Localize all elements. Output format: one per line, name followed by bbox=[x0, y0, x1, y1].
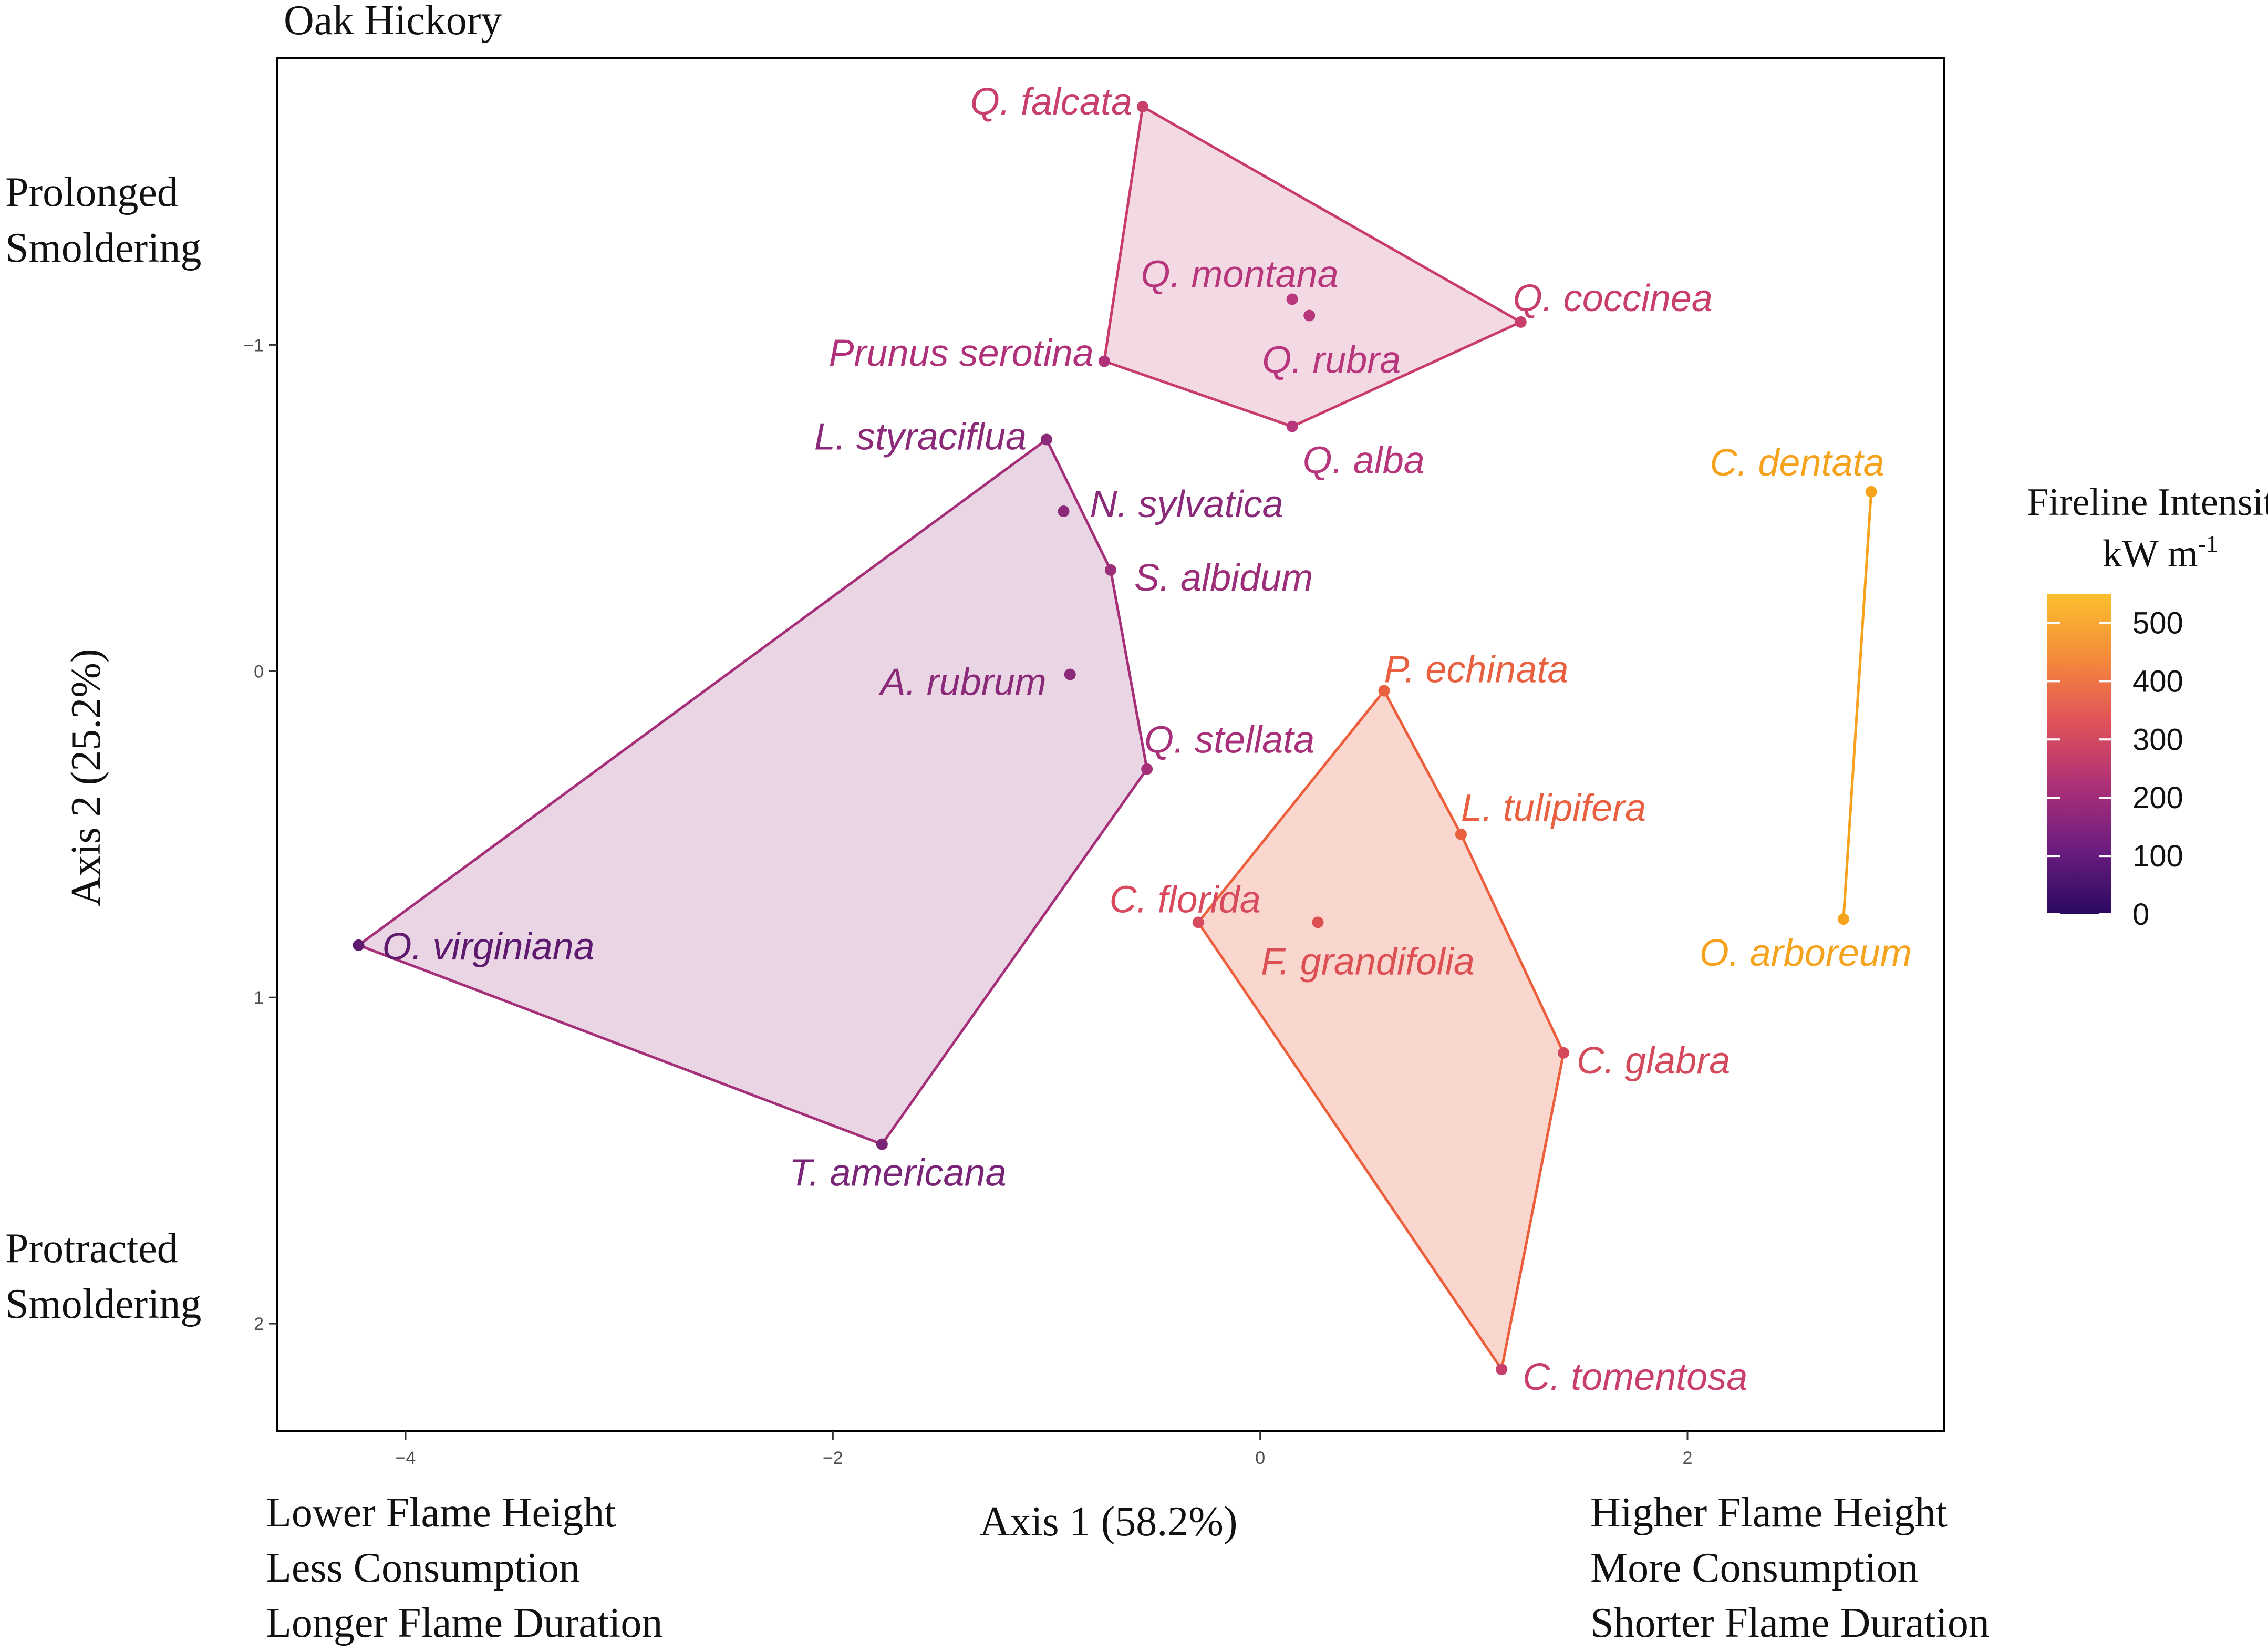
point-label-n-sylvatica: N. sylvatica bbox=[1090, 483, 1283, 525]
point-t-americana bbox=[876, 1138, 888, 1150]
legend-tick-label: 200 bbox=[2132, 781, 2183, 815]
point-label-s-albidum: S. albidum bbox=[1134, 557, 1313, 599]
point-label-q-montana: Q. montana bbox=[1141, 253, 1339, 295]
point-o-virginiana bbox=[353, 939, 365, 951]
point-label-o-arboreum: O. arboreum bbox=[1700, 932, 1912, 974]
legend-title-sup: -1 bbox=[2198, 530, 2218, 557]
x-annotation-left-line3: Longer Flame Duration bbox=[266, 1600, 662, 1646]
point-label-f-grandifolia: F. grandifolia bbox=[1261, 941, 1475, 983]
point-q-falcata bbox=[1137, 101, 1148, 113]
chart-title: Oak Hickory bbox=[284, 0, 502, 44]
point-label-q-falcata: Q. falcata bbox=[970, 81, 1132, 123]
point-label-a-rubrum: A. rubrum bbox=[878, 662, 1047, 704]
point-label-c-tomentosa: C. tomentosa bbox=[1523, 1356, 1747, 1398]
x-annotation-right-line3: Shorter Flame Duration bbox=[1590, 1600, 1990, 1646]
point-l-styraciflua bbox=[1041, 433, 1052, 446]
point-label-c-glabra: C. glabra bbox=[1577, 1040, 1730, 1082]
legend-tick-label: 400 bbox=[2132, 664, 2183, 698]
labels-layer: Q. falcata Q. montana Q. rubra Q. coccinea P… bbox=[382, 81, 1912, 1398]
hull-group-2 bbox=[357, 438, 1148, 1146]
point-q-stellata bbox=[1141, 763, 1153, 775]
y-annotation-top-line2: Smoldering bbox=[5, 225, 201, 271]
legend-title-line2: kW m-1 bbox=[2103, 530, 2218, 575]
point-q-coccinea bbox=[1515, 316, 1527, 328]
y-annotation-bottom-line1: Protracted bbox=[5, 1225, 178, 1272]
point-n-sylvatica bbox=[1058, 505, 1070, 518]
point-f-grandifolia bbox=[1312, 916, 1324, 928]
y-annotation-bottom-line2: Smoldering bbox=[5, 1281, 201, 1327]
legend-tick-label: 100 bbox=[2132, 839, 2183, 873]
legend-tick-label: 500 bbox=[2132, 606, 2183, 640]
point-l-tulipifera bbox=[1455, 828, 1467, 840]
point-q-rubra bbox=[1303, 309, 1316, 322]
point-p-echinata bbox=[1378, 685, 1390, 697]
y-tick-label: −1 bbox=[243, 335, 264, 355]
point-prunus-serotina bbox=[1098, 355, 1110, 367]
point-q-montana bbox=[1286, 293, 1298, 305]
point-label-q-rubra: Q. rubra bbox=[1262, 339, 1401, 381]
points-layer bbox=[353, 101, 1877, 1376]
legend-title-line1: Fireline Intensity bbox=[2027, 481, 2268, 524]
y-tick-label: 2 bbox=[254, 1314, 264, 1334]
point-label-p-echinata: P. echinata bbox=[1384, 649, 1569, 691]
point-q-alba bbox=[1286, 420, 1298, 432]
y-tick-label: 0 bbox=[254, 662, 264, 682]
point-label-c-florida: C. florida bbox=[1110, 879, 1261, 921]
x-tick-label: −2 bbox=[823, 1448, 843, 1468]
hulls-layer bbox=[357, 105, 1873, 1371]
y-annotation-top-line1: Prolonged bbox=[5, 169, 178, 215]
point-label-l-styraciflua: L. styraciflua bbox=[814, 416, 1027, 458]
point-label-l-tulipifera: L. tulipifera bbox=[1461, 787, 1646, 829]
legend-tick-label: 300 bbox=[2132, 722, 2183, 757]
x-tick-label: 2 bbox=[1683, 1448, 1693, 1468]
y-axis: −1 0 1 2 bbox=[243, 335, 277, 1334]
x-tick-label: −4 bbox=[396, 1448, 416, 1468]
point-label-q-alba: Q. alba bbox=[1303, 440, 1425, 482]
point-o-arboreum bbox=[1837, 913, 1849, 925]
x-axis-title: Axis 1 (58.2%) bbox=[979, 1499, 1237, 1545]
point-label-c-dentata: C. dentata bbox=[1710, 442, 1884, 484]
point-label-q-coccinea: Q. coccinea bbox=[1513, 277, 1713, 319]
x-annotation-right-line1: Higher Flame Height bbox=[1590, 1490, 1948, 1536]
legend: Fireline Intensity kW m-1 0 100 200 300 400 5… bbox=[2027, 481, 2268, 932]
x-axis: −4 −2 0 2 bbox=[396, 1431, 1693, 1468]
legend-title-unit: kW m bbox=[2103, 532, 2198, 575]
legend-ticks: 0 100 200 300 400 500 bbox=[2047, 606, 2183, 932]
point-label-t-americana: T. americana bbox=[789, 1152, 1007, 1194]
x-tick-label: 0 bbox=[1255, 1448, 1265, 1468]
point-a-rubrum bbox=[1064, 668, 1076, 680]
hull-group-3 bbox=[1197, 689, 1565, 1371]
point-c-glabra bbox=[1558, 1047, 1570, 1059]
point-c-dentata bbox=[1865, 486, 1877, 498]
x-annotation-right-line2: More Consumption bbox=[1590, 1545, 1918, 1591]
x-annotation-left-line2: Less Consumption bbox=[266, 1545, 580, 1591]
plot-panel bbox=[276, 57, 1945, 1432]
point-label-q-stellata: Q. stellata bbox=[1144, 719, 1314, 761]
y-axis-title: Axis 2 (25.2%) bbox=[63, 648, 109, 906]
point-c-florida bbox=[1192, 916, 1204, 928]
hull-group-4 bbox=[1842, 491, 1873, 920]
point-c-tomentosa bbox=[1496, 1364, 1508, 1376]
y-tick-label: 1 bbox=[254, 988, 264, 1008]
point-label-prunus-serotina: Prunus serotina bbox=[829, 332, 1094, 374]
point-s-albidum bbox=[1105, 564, 1116, 576]
x-annotation-left-line1: Lower Flame Height bbox=[266, 1490, 616, 1536]
legend-colorbar bbox=[2047, 594, 2111, 914]
point-label-o-virginiana: O. virginiana bbox=[382, 926, 595, 968]
legend-tick-label: 0 bbox=[2132, 897, 2149, 932]
